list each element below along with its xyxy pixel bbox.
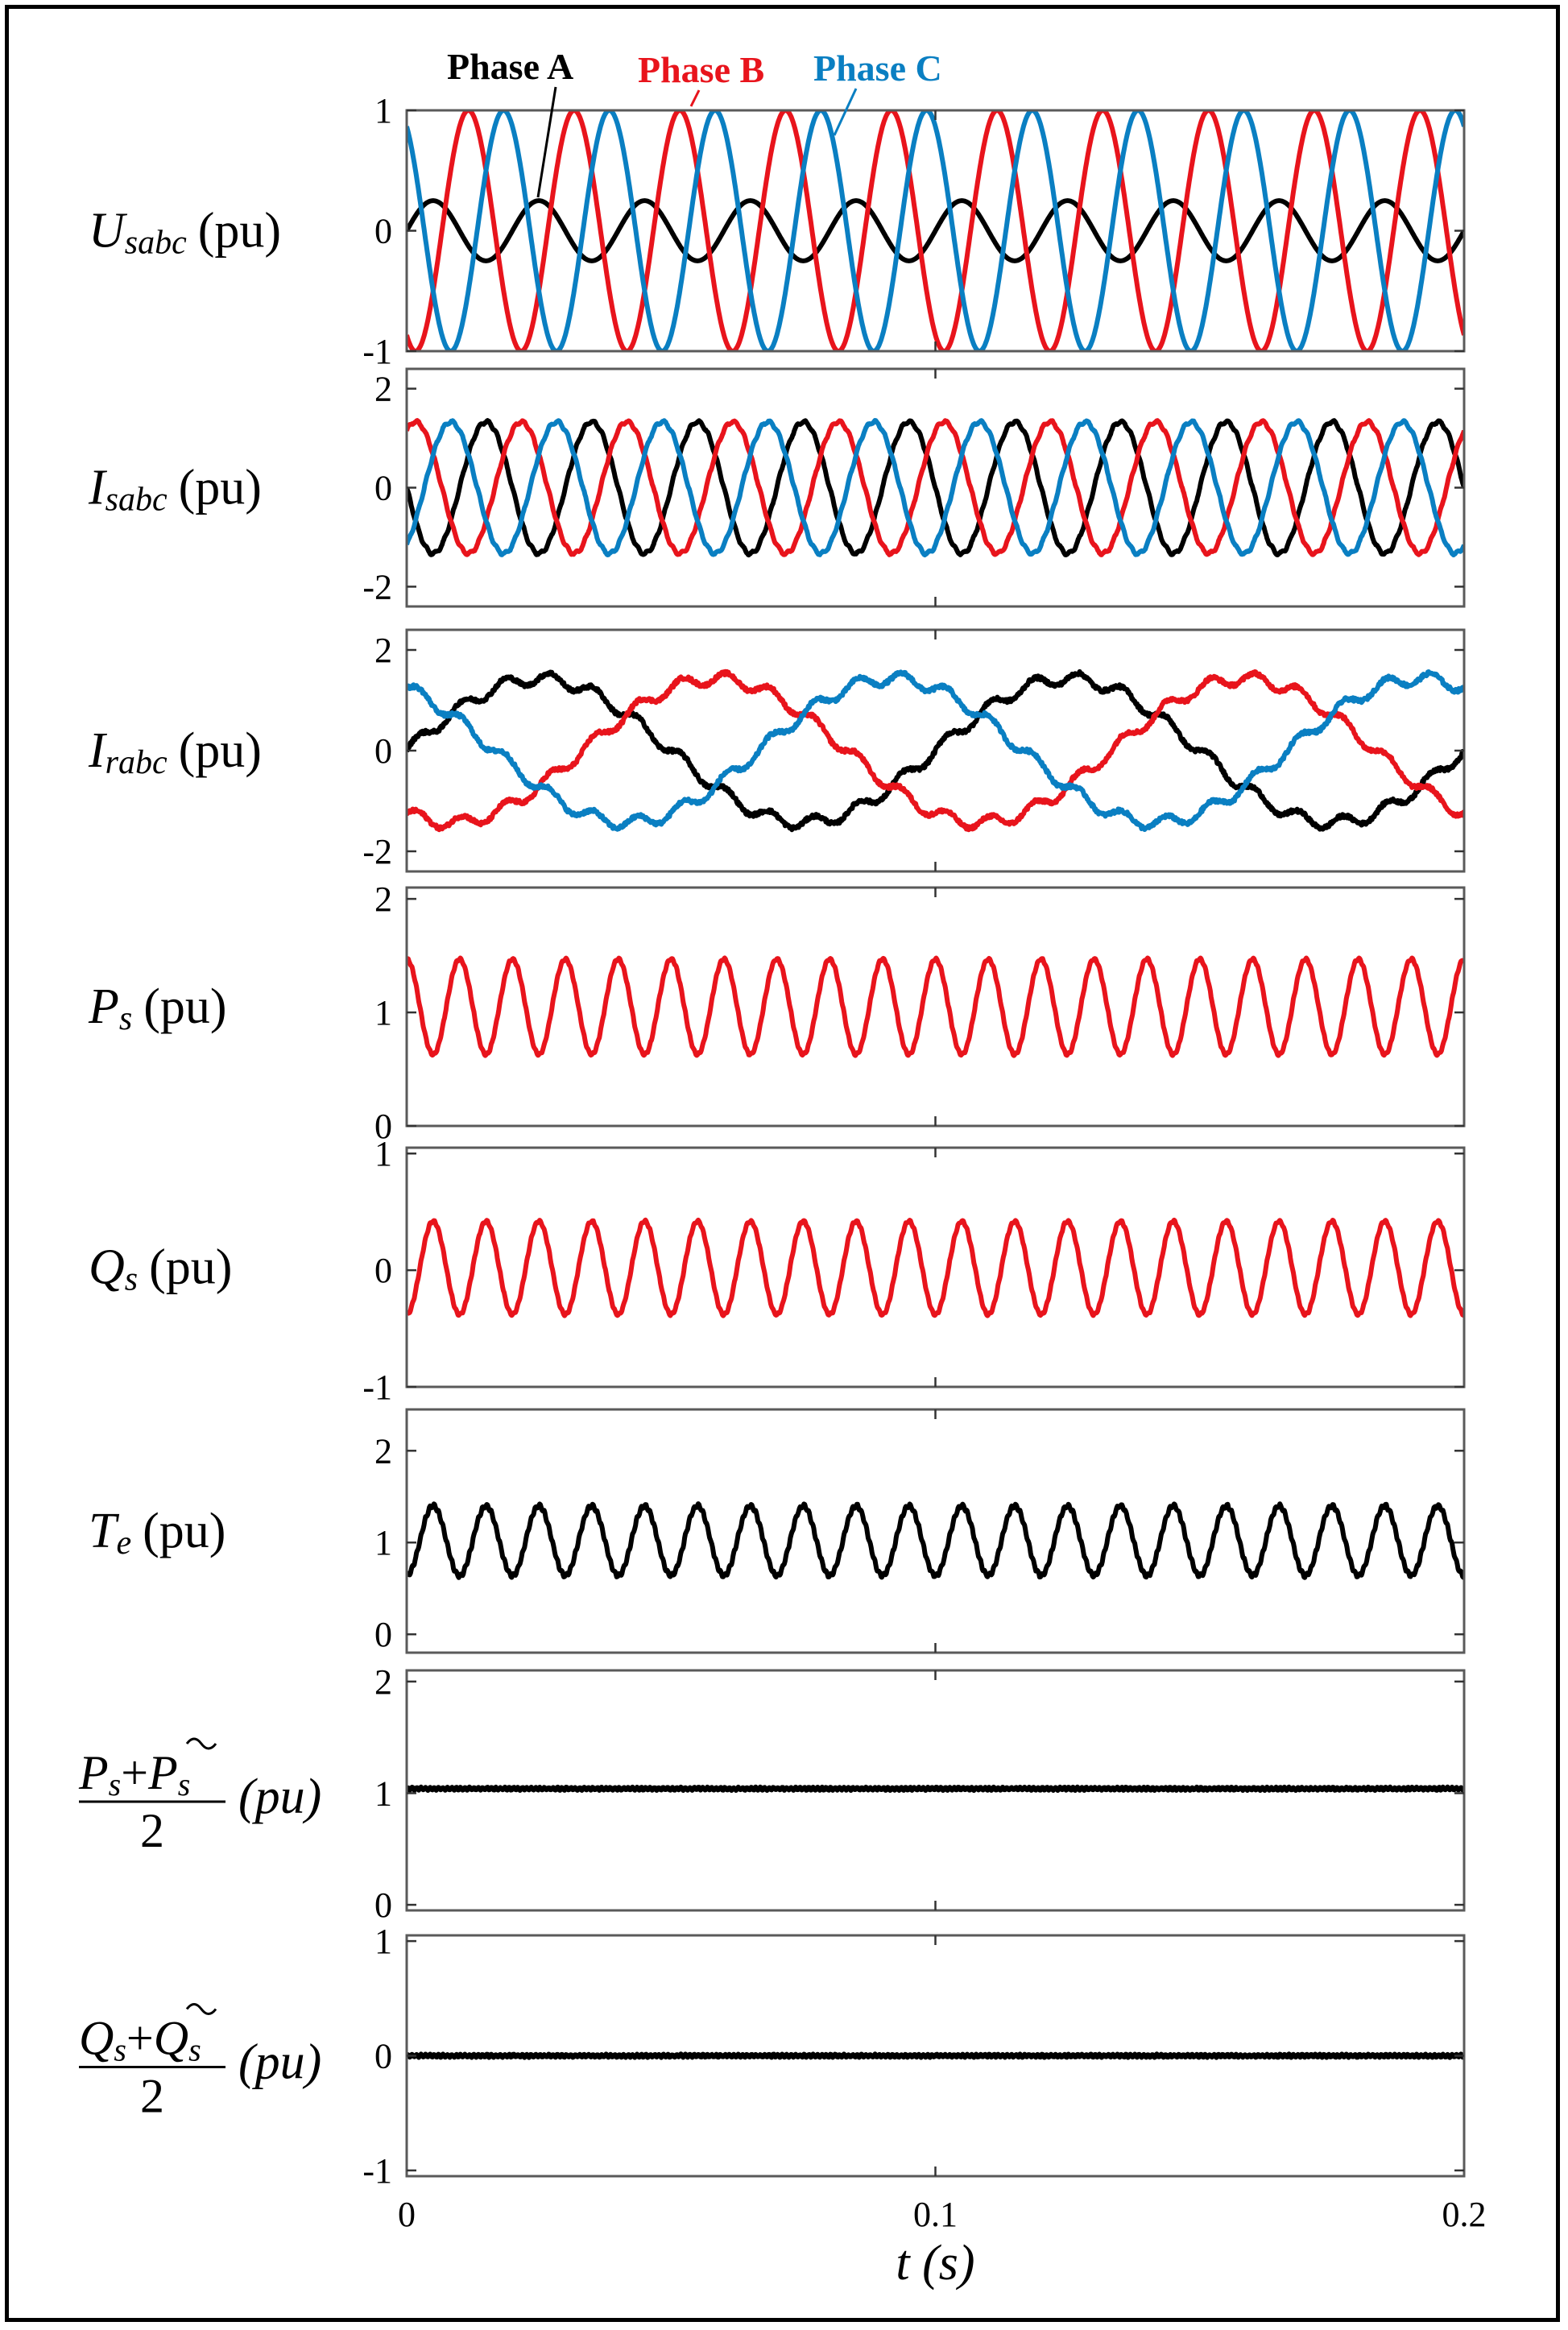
series-line-phase-a [407, 668, 1464, 833]
series-line-qs [407, 1217, 1464, 1318]
panel-1: 1 0 -1 Usabc (pu) [89, 91, 1466, 371]
tilde-mark [185, 1737, 217, 1750]
x-tick-label: 0.2 [1442, 2195, 1487, 2234]
y-tick-label: 1 [374, 91, 392, 130]
y-tick-label: 0 [374, 2037, 392, 2076]
y-tick-label: 2 [374, 1431, 392, 1471]
y-axis-label: Te (pu) [89, 1504, 225, 1562]
y-axis-label-denominator: 2 [140, 2070, 164, 2123]
axes-box [405, 1408, 1466, 1654]
series-line-phase-b [407, 110, 1464, 351]
series-line-phase-c [407, 669, 1464, 832]
series-line-phase-c [407, 418, 1464, 558]
panel-8: 1 0 -1 Qs+Qs2 (pu) [79, 1922, 1466, 2191]
y-tick-label: 1 [374, 1773, 392, 1813]
panel-3: 2 0 -2 Irabc (pu) [88, 628, 1466, 873]
legend-entry-phase-c: Phase C [813, 48, 942, 89]
y-axis-label: Usabc (pu) [89, 204, 281, 262]
x-tick-label: 0 [398, 2195, 416, 2234]
y-tick-label: -1 [362, 332, 392, 371]
y-tick-label: 1 [374, 1523, 392, 1562]
series-line--ps-ps-2 [407, 1784, 1464, 1794]
x-axis-label: t (s) [896, 2236, 974, 2291]
y-axis-label-denominator: 2 [140, 1804, 164, 1857]
y-axis-label: Qs (pu) [89, 1240, 232, 1298]
series-line-phase-c [407, 110, 1464, 351]
y-tick-label: -2 [362, 832, 392, 871]
legend-leader-line [536, 86, 557, 198]
panel-2: 2 0 -2 Isabc (pu) [88, 367, 1466, 608]
y-axis-label-numerator: Ps+Ps [78, 1746, 190, 1802]
axes-box [405, 1146, 1466, 1388]
y-axis-label: Irabc (pu) [88, 723, 262, 781]
series-line-te [407, 1501, 1464, 1580]
y-tick-label: 0 [374, 212, 392, 251]
y-tick-label: 2 [374, 631, 392, 670]
panel-4: 2 1 0 Ps (pu) [88, 879, 1466, 1146]
series-line--qs-qs-2 [407, 2051, 1464, 2060]
y-tick-label: 2 [374, 370, 392, 409]
y-tick-label: 1 [374, 1922, 392, 1961]
tilde-mark [185, 2003, 217, 2015]
series-line-phase-a [407, 198, 1464, 263]
series-line-phase-b [407, 418, 1464, 557]
legend-entry-phase-a: Phase A [447, 46, 573, 87]
y-axis-label-unit: (pu) [238, 1769, 321, 1824]
legend-leader-line [689, 89, 701, 107]
y-tick-label: 0 [374, 1251, 392, 1290]
y-tick-label: 0 [374, 1615, 392, 1654]
y-tick-label: 0 [374, 731, 392, 771]
y-axis-label-unit: (pu) [238, 2035, 321, 2090]
y-tick-label: -1 [362, 2151, 392, 2191]
axes-box [405, 886, 1466, 1128]
legend-entry-phase-b: Phase B [638, 49, 764, 90]
panel-5: 1 0 -1 Qs (pu) [89, 1134, 1466, 1407]
y-tick-label: 0 [374, 1107, 392, 1146]
y-tick-label: 2 [374, 879, 392, 919]
y-tick-label: 2 [374, 1662, 392, 1702]
series-line-ps [407, 955, 1464, 1058]
series-line-phase-b [407, 668, 1464, 833]
y-tick-label: -1 [362, 1368, 392, 1407]
x-tick-label: 0.1 [913, 2195, 958, 2234]
y-axis-label-numerator: Qs+Qs [79, 2012, 201, 2068]
y-tick-label: -2 [362, 567, 392, 606]
y-tick-label: 1 [374, 1134, 392, 1173]
y-tick-label: 0 [374, 469, 392, 508]
y-tick-label: 1 [374, 993, 392, 1033]
y-axis-label: Ps (pu) [88, 979, 227, 1037]
y-tick-label: 0 [374, 1885, 392, 1925]
series-line-phase-a [407, 418, 1464, 558]
y-axis-label: Isabc (pu) [88, 461, 262, 519]
legend-leader-line [833, 88, 858, 136]
panel-6: 2 1 0 Te (pu) [89, 1408, 1466, 1654]
